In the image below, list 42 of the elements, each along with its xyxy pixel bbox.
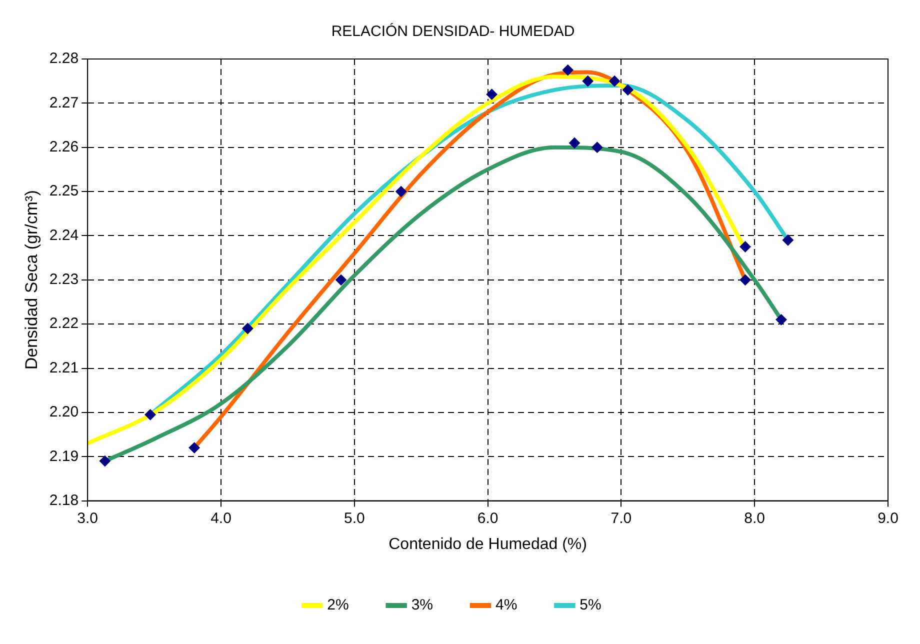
y-tick-label: 2.19	[49, 448, 79, 465]
y-tick-label: 2.22	[49, 315, 79, 332]
point	[144, 409, 156, 420]
x-tick-label: 4.0	[210, 510, 232, 527]
point	[622, 84, 634, 96]
x-tick-label: 9.0	[878, 510, 898, 527]
x-tick-label: 8.0	[744, 510, 766, 527]
y-axis-title: Densidad Seca (gr/cm³)	[22, 190, 41, 370]
point	[188, 442, 200, 454]
y-tick-label: 2.28	[49, 50, 79, 68]
legend-label: 2%	[327, 596, 349, 614]
point	[336, 274, 347, 286]
x-tick-label: 7.0	[610, 510, 632, 527]
point	[569, 137, 580, 148]
point	[740, 274, 751, 286]
point	[562, 64, 574, 76]
y-tick-label: 2.20	[49, 404, 79, 421]
point	[592, 142, 603, 153]
y-tick-label: 2.24	[49, 226, 79, 244]
point	[242, 323, 254, 334]
point	[99, 456, 110, 467]
x-tick-label: 5.0	[344, 510, 365, 527]
y-tick-label: 2.27	[49, 94, 79, 112]
point	[396, 186, 407, 198]
x-axis-title: Contenido de Humedad (%)	[388, 536, 587, 553]
point	[776, 314, 787, 326]
x-tick-label: 6.0	[477, 510, 498, 527]
y-tick-label: 2.26	[49, 138, 79, 156]
y-tick-label: 2.25	[49, 182, 79, 200]
point	[782, 234, 794, 246]
legend-label: 4%	[496, 596, 518, 614]
legend-label: 3%	[411, 596, 434, 614]
point	[486, 88, 498, 100]
point	[582, 76, 594, 87]
y-tick-label: 2.21	[49, 359, 79, 376]
point	[740, 241, 751, 252]
y-tick-label: 2.18	[49, 492, 79, 509]
point	[609, 76, 620, 87]
y-tick-label: 2.23	[49, 271, 79, 288]
x-tick-label: 3.0	[77, 510, 98, 527]
chart-title: RELACIÓN DENSIDAD- HUMEDAD	[331, 22, 575, 40]
legend-label: 5%	[580, 596, 602, 614]
